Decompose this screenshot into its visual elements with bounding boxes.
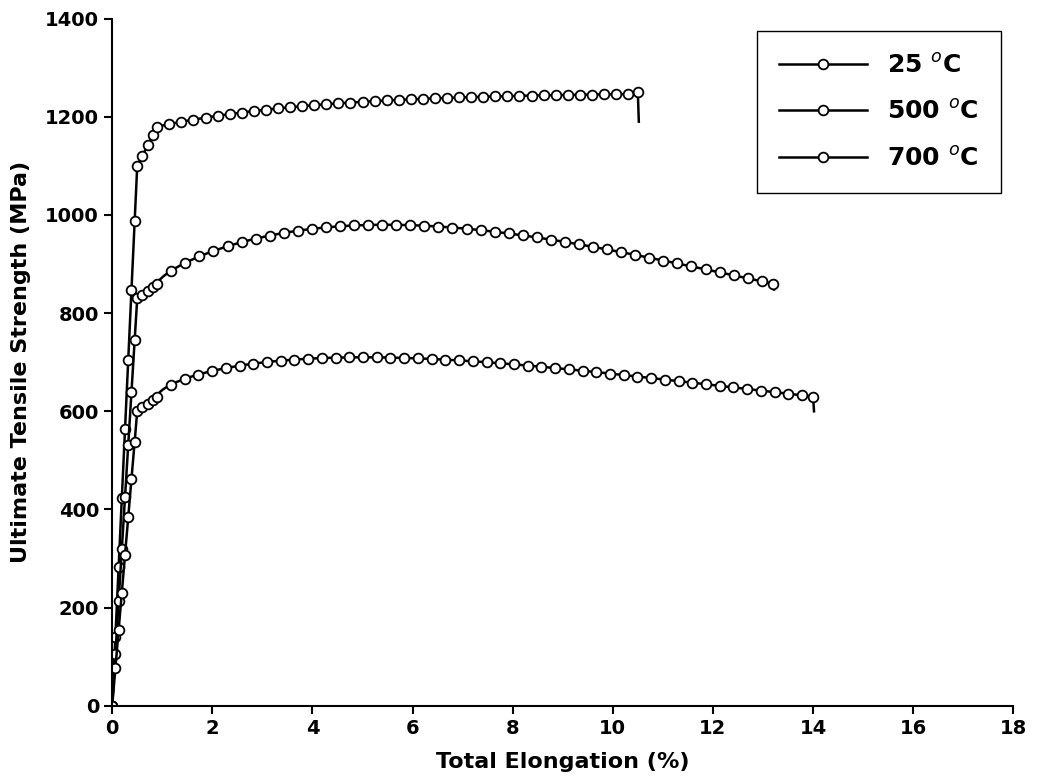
Y-axis label: Ultimate Tensile Strength (MPa): Ultimate Tensile Strength (MPa) [11, 161, 31, 563]
X-axis label: Total Elongation (%): Total Elongation (%) [436, 752, 689, 772]
Legend: 25 $^o$C, 500 $^o$C, 700 $^o$C: 25 $^o$C, 500 $^o$C, 700 $^o$C [757, 31, 1001, 193]
